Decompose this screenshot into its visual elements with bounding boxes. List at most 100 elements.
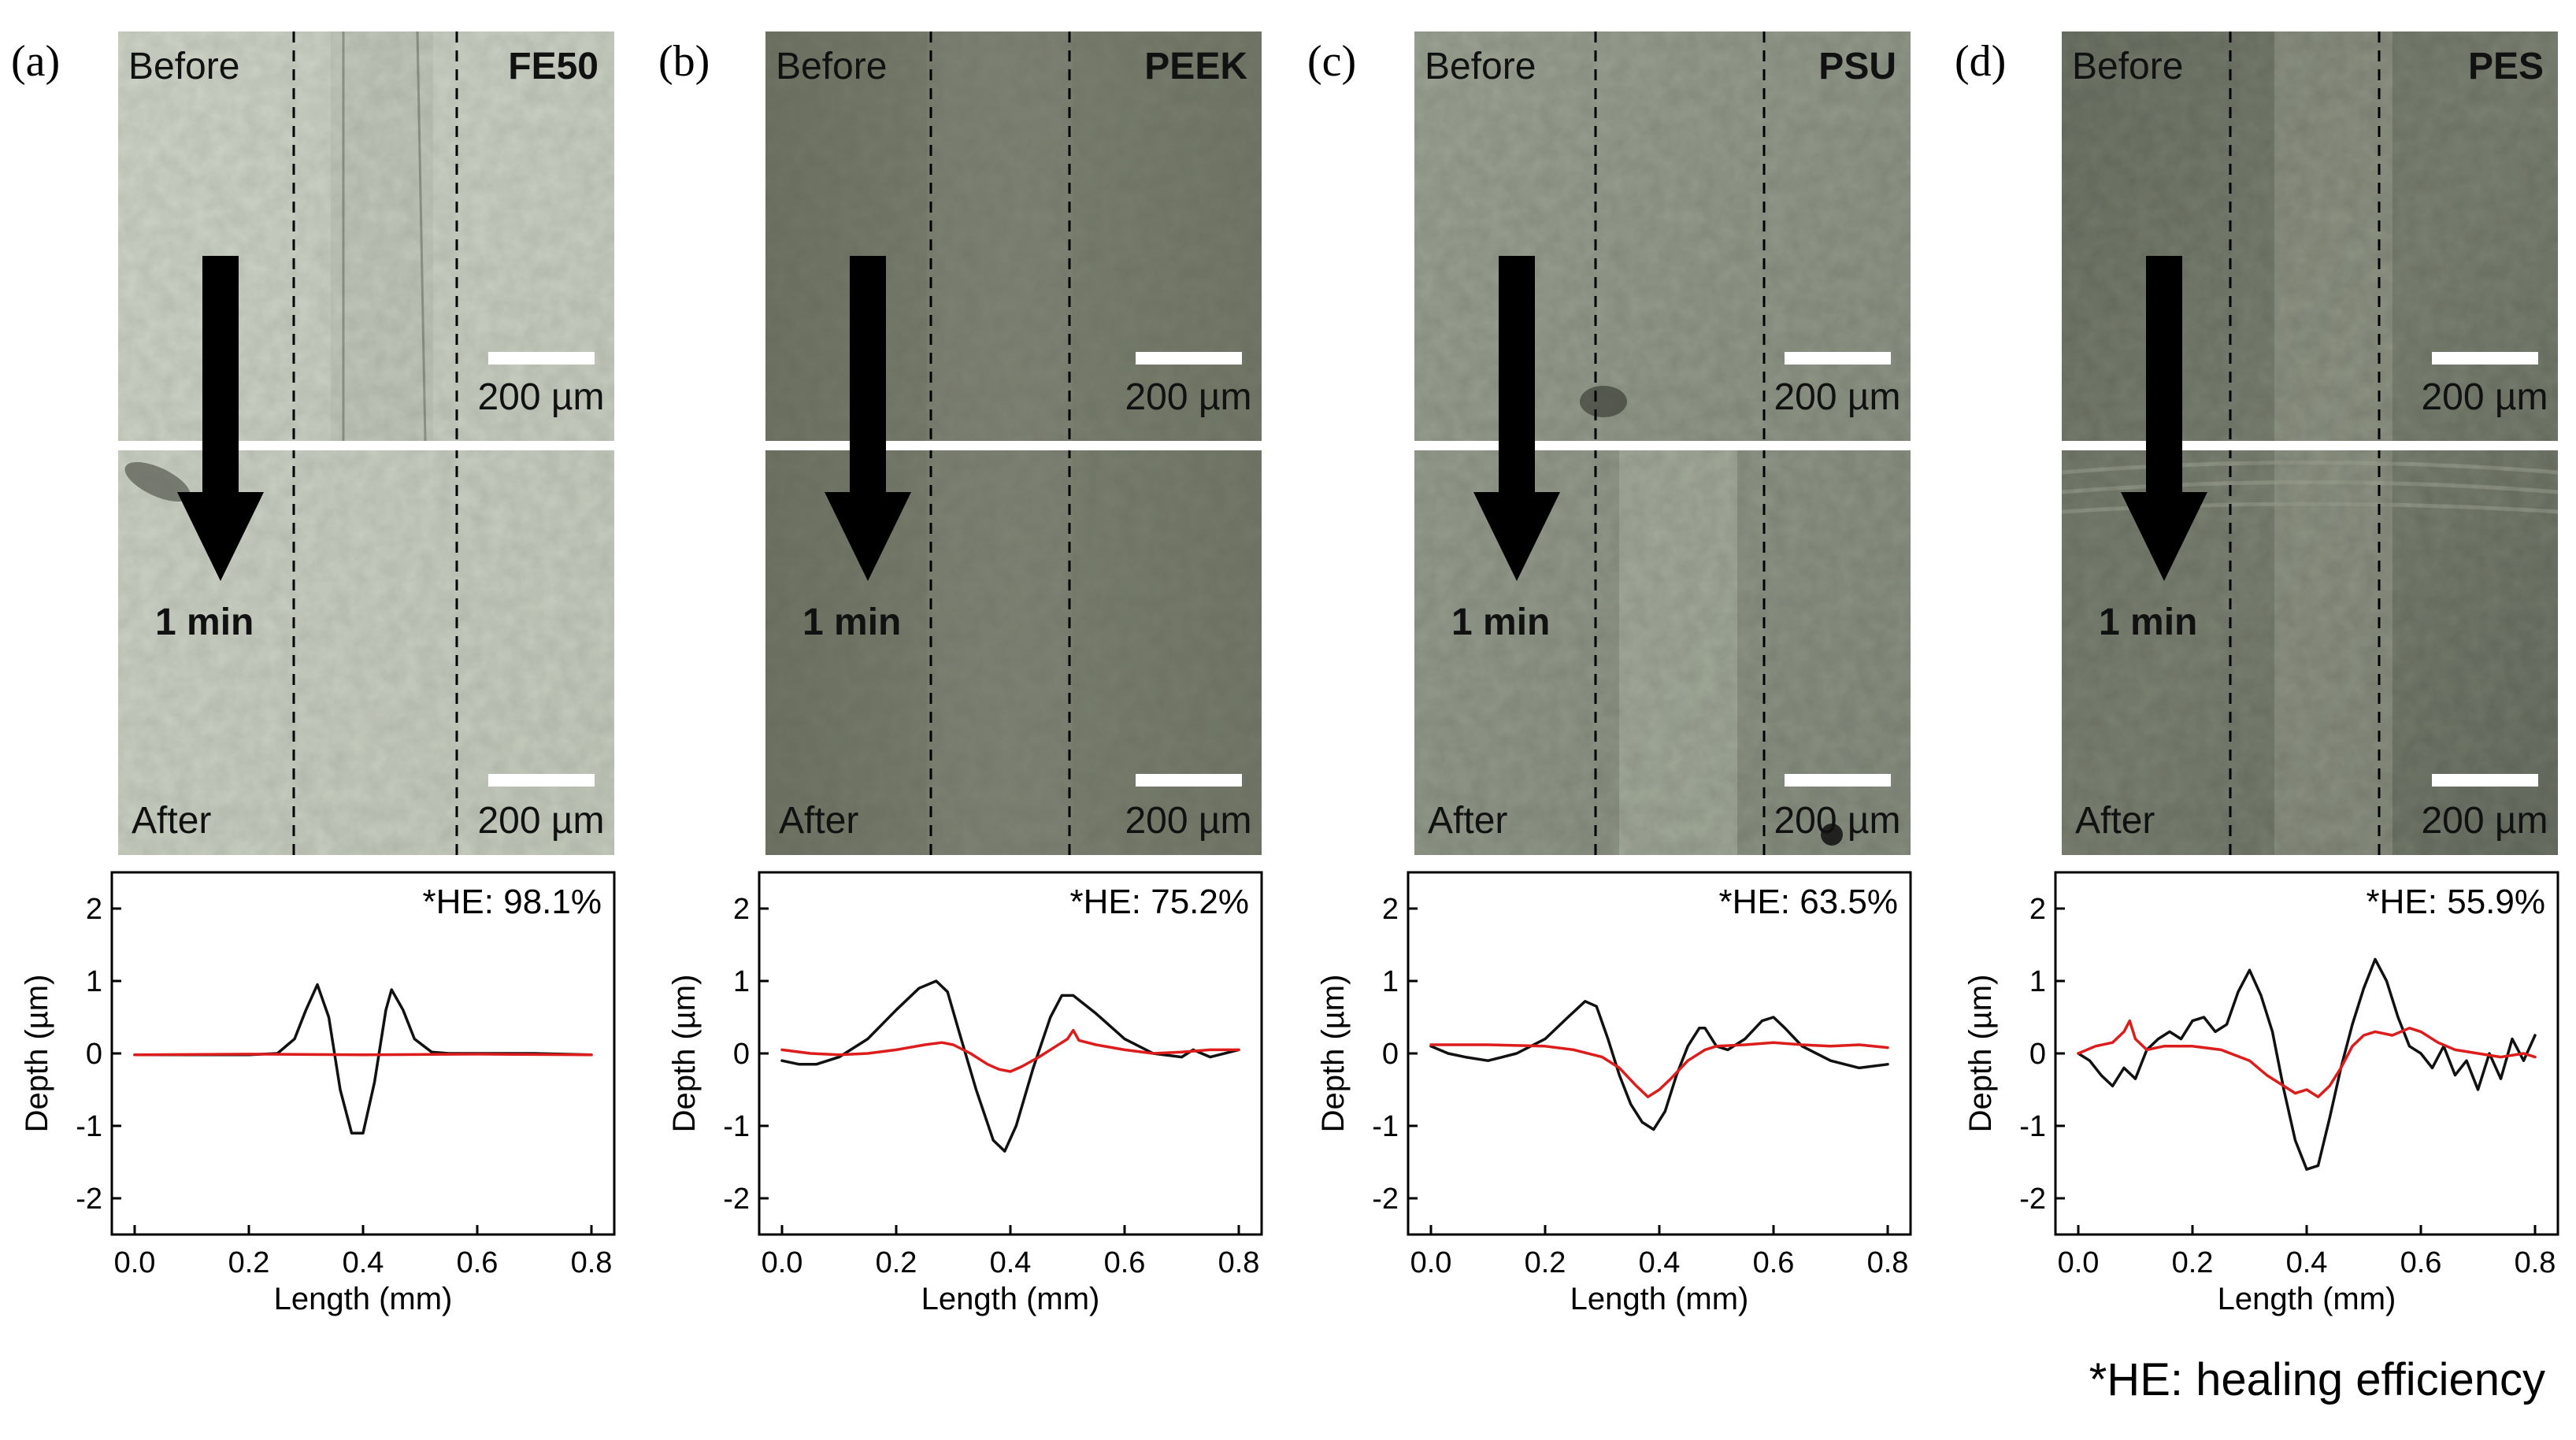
y-tick-label: 2 — [733, 893, 750, 926]
y-tick-label: 2 — [86, 893, 102, 926]
panel-a: (a) Before FE50 200 µm 1 min After 200 µ… — [11, 31, 616, 1316]
material-label: PSU — [1818, 46, 1896, 87]
y-axis-title: Depth (µm) — [667, 975, 702, 1133]
y-tick-label: 0 — [733, 1038, 750, 1071]
micrograph: Before PES 200 µm 1 min After 200 µm — [2061, 31, 2559, 855]
y-axis-title: Depth (µm) — [1316, 975, 1351, 1133]
healing-efficiency-label: *HE: 75.2% — [1070, 883, 1249, 921]
footnote-he-definition: *HE: healing efficiency — [2089, 1354, 2545, 1405]
time-arrow-shaft — [850, 256, 886, 492]
x-tick-label: 0.0 — [114, 1246, 156, 1279]
scale-bar-label: 200 µm — [1774, 376, 1900, 418]
panel-label: (d) — [1955, 37, 2006, 86]
material-label: FE50 — [508, 46, 599, 87]
scale-bar — [1785, 774, 1891, 787]
debris-spot — [1821, 824, 1843, 846]
x-axis-title: Length (mm) — [2218, 1282, 2396, 1316]
scale-bar — [1785, 352, 1891, 365]
x-tick-label: 0.4 — [1639, 1246, 1681, 1279]
healing-efficiency-label: *HE: 55.9% — [2367, 883, 2545, 921]
scale-bar — [2432, 774, 2538, 787]
y-tick-label: -1 — [723, 1110, 750, 1143]
x-tick-label: 0.8 — [1867, 1246, 1909, 1279]
before-label: Before — [2072, 46, 2183, 87]
panel-d: (d) Before PES 200 µm 1 min After 200 µm… — [1955, 31, 2559, 1316]
time-arrow-head — [177, 492, 264, 581]
time-label: 1 min — [2099, 602, 2197, 643]
panel-c: (c) Before PSU 200 µm 1 min After 200 µm… — [1307, 31, 1912, 1316]
x-tick-label: 0.2 — [876, 1246, 917, 1279]
plot-frame — [1407, 871, 1912, 1236]
series-line-after — [2077, 1019, 2537, 1098]
before-after-divider — [118, 441, 614, 450]
panel-b: (b) Before PEEK 200 µm 1 min After 200 µ… — [658, 31, 1263, 1316]
x-tick-label: 0.4 — [2286, 1246, 2328, 1279]
time-arrow-head — [2121, 492, 2207, 581]
before-after-divider — [765, 441, 1262, 450]
debris-spot — [1580, 386, 1627, 417]
micrograph: Before PSU 200 µm 1 min After 200 µm — [1414, 31, 1911, 855]
scale-bar-label: 200 µm — [477, 376, 604, 418]
series-line-before — [133, 983, 593, 1135]
x-tick-label: 0.6 — [2400, 1246, 2442, 1279]
y-tick-label: -1 — [1372, 1110, 1399, 1143]
before-label: Before — [776, 46, 887, 87]
chart-marks: 0.0 0.2 0.4 0.6 0.8 2 1 0 -1 -2 — [1372, 893, 1908, 1279]
before-after-divider — [2062, 441, 2558, 450]
x-tick-label: 0.0 — [1410, 1246, 1452, 1279]
y-tick-label: -2 — [76, 1183, 102, 1216]
y-tick-label: 0 — [2029, 1038, 2046, 1071]
y-axis-title: Depth (µm) — [1963, 975, 1998, 1133]
x-tick-label: 0.0 — [762, 1246, 803, 1279]
y-tick-label: 1 — [733, 965, 750, 998]
time-arrow-shaft — [2146, 256, 2182, 492]
scale-bar — [2432, 352, 2538, 365]
y-tick-label: 0 — [86, 1038, 102, 1071]
y-tick-label: 1 — [2029, 965, 2046, 998]
scale-bar-label: 200 µm — [1774, 800, 1900, 842]
micrograph: Before PEEK 200 µm 1 min After 200 µm — [765, 31, 1262, 855]
y-tick-label: 2 — [2029, 893, 2046, 926]
after-label: After — [779, 800, 858, 842]
micrograph: Before FE50 200 µm 1 min After 200 µm — [118, 31, 614, 855]
time-arrow-shaft — [1499, 256, 1535, 492]
x-axis-title: Length (mm) — [1570, 1282, 1749, 1316]
x-tick-label: 0.0 — [2058, 1246, 2100, 1279]
series-line-before — [1429, 1000, 1889, 1131]
depth-profile-chart: 0.0 0.2 0.4 0.6 0.8 2 1 0 -1 -2 *HE: 98.1% Length… — [20, 871, 616, 1316]
depth-profile-chart: 0.0 0.2 0.4 0.6 0.8 2 1 0 -1 -2 *HE: 55.9% Length… — [1963, 871, 2559, 1316]
y-tick-label: -2 — [723, 1183, 750, 1216]
scale-bar-label: 200 µm — [2421, 376, 2548, 418]
time-label: 1 min — [1451, 602, 1550, 643]
scale-bar-label: 200 µm — [477, 800, 604, 842]
x-axis-title: Length (mm) — [274, 1282, 453, 1316]
x-tick-label: 0.2 — [2172, 1246, 2214, 1279]
healing-efficiency-label: *HE: 63.5% — [1719, 883, 1898, 921]
x-tick-label: 0.6 — [457, 1246, 499, 1279]
before-label: Before — [1425, 46, 1536, 87]
y-tick-label: 2 — [1382, 893, 1399, 926]
y-tick-label: 1 — [86, 965, 102, 998]
scale-bar — [488, 774, 595, 787]
y-tick-label: -1 — [76, 1110, 102, 1143]
scale-bar-label: 200 µm — [1125, 376, 1251, 418]
depth-profile-chart: 0.0 0.2 0.4 0.6 0.8 2 1 0 -1 -2 *HE: 75.2% Length… — [667, 871, 1263, 1316]
time-label: 1 min — [802, 602, 901, 643]
y-axis-title: Depth (µm) — [20, 975, 54, 1133]
scale-bar-label: 200 µm — [1125, 800, 1251, 842]
time-label: 1 min — [155, 602, 254, 643]
x-tick-label: 0.4 — [990, 1246, 1032, 1279]
x-tick-label: 0.8 — [2515, 1246, 2556, 1279]
panel-label: (a) — [11, 37, 60, 86]
debris-spot — [124, 461, 191, 502]
x-tick-label: 0.6 — [1104, 1246, 1146, 1279]
x-axis-title: Length (mm) — [921, 1282, 1100, 1316]
x-tick-label: 0.2 — [228, 1246, 270, 1279]
time-arrow-head — [1473, 492, 1560, 581]
time-arrow-shaft — [202, 256, 239, 492]
scale-bar — [1136, 774, 1242, 787]
chart-marks: 0.0 0.2 0.4 0.6 0.8 2 1 0 -1 -2 — [723, 893, 1259, 1279]
scale-bar — [1136, 352, 1242, 365]
chart-marks: 0.0 0.2 0.4 0.6 0.8 2 1 0 -1 -2 — [76, 893, 612, 1279]
x-tick-label: 0.8 — [1218, 1246, 1260, 1279]
